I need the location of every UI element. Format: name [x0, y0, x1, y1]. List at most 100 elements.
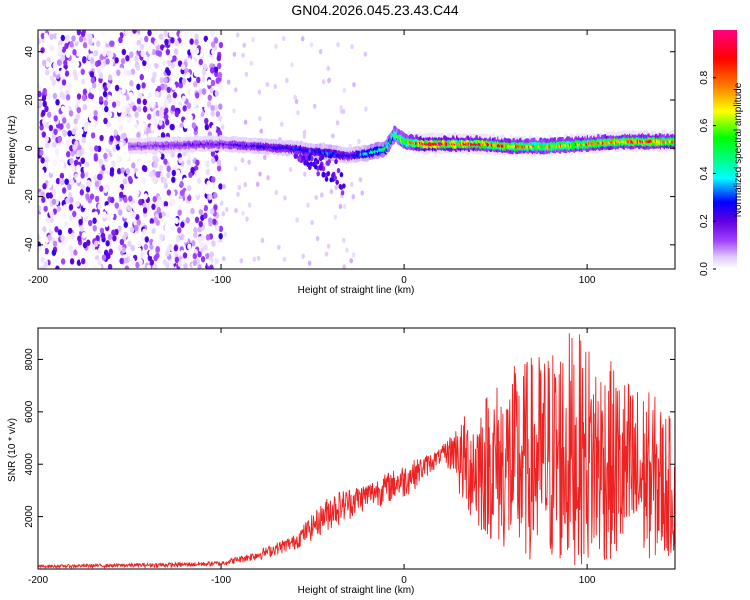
spectrogram-noise-cell	[236, 191, 240, 197]
spectrogram-noise-cell	[148, 249, 154, 257]
spectrogram-noise-cell	[349, 181, 354, 187]
spectrogram-noise-cell	[103, 117, 108, 125]
spectrogram-noise-cell	[117, 245, 123, 252]
spectrogram-noise-cell	[314, 194, 319, 201]
snr-xtick-label: 0	[401, 575, 407, 586]
spectrogram-noise-cell	[68, 215, 74, 222]
spectrogram-noise-cell	[67, 183, 72, 191]
spectrogram-noise-cell	[288, 166, 293, 173]
spectrogram-noise-cell	[136, 219, 141, 226]
spectrogram-noise-cell	[179, 189, 185, 197]
spectrogram-noise-cell	[106, 252, 111, 260]
spectrogram-noise-cell	[130, 244, 135, 252]
spectrogram-noise-cell	[144, 35, 149, 43]
spectrogram-noise-cell	[129, 226, 135, 234]
spectrogram-noise-cell	[223, 231, 228, 238]
spectrogram-noise-cell	[66, 139, 71, 146]
spectrogram-noise-cell	[77, 144, 82, 151]
spectrogram-noise-cell	[64, 178, 69, 185]
spectrogram-noise-cell	[93, 211, 99, 218]
spectrogram-noise-cell	[130, 257, 135, 265]
spectrogram-noise-cell	[80, 172, 85, 179]
spectrogram-noise-cell	[137, 241, 142, 248]
spectrogram-noise-cell	[140, 234, 145, 241]
spectrogram-noise-cell	[205, 188, 210, 195]
spectrogram-noise-cell	[128, 30, 134, 37]
spectrogram-noise-cell	[104, 220, 109, 227]
spectrogram-noise-cell	[309, 42, 314, 48]
spectrogram-noise-cell	[210, 150, 216, 157]
spectrogram-ridge-cell	[503, 151, 507, 157]
spectrogram-noise-cell	[191, 240, 196, 247]
spectrogram-noise-cell	[175, 180, 180, 187]
spectrogram-noise-cell	[329, 189, 334, 195]
spectrogram-noise-cell	[213, 66, 219, 73]
spectrogram-noise-cell	[217, 62, 222, 70]
spectrogram-noise-cell	[142, 228, 147, 235]
spectrogram-ridge-cell	[461, 149, 465, 155]
spectrogram-noise-cell	[260, 237, 265, 244]
spectrogram-noise-cell	[88, 145, 94, 152]
spectrogram-noise-cell	[53, 115, 58, 122]
figure-title: GN04.2026.045.23.43.C44	[291, 2, 459, 18]
spectrogram-noise-cell	[118, 36, 123, 44]
spectrogram-noise-cell	[91, 82, 97, 89]
spectrogram-noise-cell	[141, 82, 146, 89]
spectrogram-noise-cell	[222, 183, 226, 190]
spectrogram-noise-cell	[210, 157, 216, 164]
spectrogram-noise-cell	[207, 217, 213, 224]
spectrogram-noise-cell	[76, 245, 81, 252]
spectrogram-noise-cell	[146, 264, 152, 269]
spectrogram-noise-cell	[106, 121, 111, 128]
spectrogram-noise-cell	[175, 235, 181, 243]
spectrogram-noise-cell	[198, 30, 203, 34]
spectrogram-noise-cell	[137, 159, 142, 166]
spectrogram-noise-cell	[127, 240, 132, 247]
spectrogram-noise-cell	[139, 73, 144, 81]
spectrogram-ridge-cell	[333, 175, 337, 181]
spectrogram-noise-cell	[210, 110, 215, 117]
spectrogram-noise-cell	[124, 30, 129, 36]
spectrogram-noise-cell	[40, 32, 46, 40]
spectrogram-noise-cell	[158, 212, 163, 219]
spectrogram-noise-cell	[341, 108, 346, 115]
spectrogram-noise-cell	[121, 246, 126, 254]
spectrogram-noise-cell	[49, 211, 54, 218]
spectrogram-noise-cell	[51, 198, 57, 205]
spectrogram-noise-cell	[91, 101, 97, 108]
spectrogram-noise-cell	[55, 99, 60, 106]
spectrogram-noise-cell	[119, 257, 124, 265]
spectrogram-noise-cell	[153, 263, 158, 269]
spectrogram-noise-cell	[232, 108, 236, 114]
spectrogram-noise-cell	[135, 261, 140, 269]
spectrogram-noise-cell	[44, 135, 49, 143]
spectrogram-noise-cell	[218, 83, 223, 90]
spectrogram-noise-cell	[151, 76, 156, 83]
spectrogram-noise-cell	[174, 217, 179, 225]
spectrogram-noise-cell	[99, 244, 104, 251]
spectrogram-noise-cell	[107, 95, 112, 102]
spectrogram-noise-cell	[61, 79, 67, 86]
spectrogram-noise-cell	[107, 233, 113, 241]
spectrogram-noise-cell	[41, 196, 46, 203]
spectrogram-noise-cell	[211, 48, 216, 56]
spectrogram-ridge-cell	[340, 190, 345, 196]
spectrogram-noise-cell	[203, 212, 208, 219]
spectrogram-noise-cell	[143, 54, 148, 61]
spectrogram-noise-cell	[96, 119, 102, 127]
spectrogram-noise-cell	[66, 122, 71, 130]
spectrogram-noise-cell	[103, 186, 108, 194]
spectrogram-ylabel: Frequency (Hz)	[7, 116, 18, 185]
spectrogram-noise-cell	[86, 65, 91, 72]
spectrogram-noise-cell	[105, 142, 111, 150]
spectrogram-noise-cell	[76, 176, 81, 184]
spectrogram-noise-cell	[146, 113, 152, 120]
spectrogram-noise-cell	[120, 57, 126, 65]
spectrogram-noise-cell	[124, 265, 130, 269]
spectrogram-noise-cell	[205, 161, 210, 168]
spectrogram-noise-cell	[120, 113, 125, 120]
spectrogram-noise-cell	[64, 70, 70, 77]
spectrogram-noise-cell	[51, 249, 57, 256]
colorbar-tick-label: 0.8	[699, 70, 710, 84]
spectrogram-noise-cell	[68, 245, 73, 252]
